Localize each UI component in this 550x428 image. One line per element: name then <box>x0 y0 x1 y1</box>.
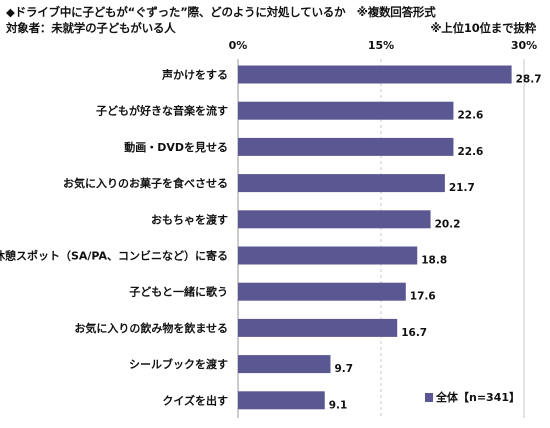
category-label: 動画・DVDを見せる <box>124 140 228 154</box>
bar <box>238 318 398 337</box>
bar <box>238 137 454 156</box>
value-label: 17.6 <box>410 291 436 303</box>
bar <box>238 65 512 84</box>
bar <box>238 210 431 229</box>
category-label: 声かけをする <box>161 68 228 82</box>
value-label: 22.6 <box>457 146 483 158</box>
value-label: 20.2 <box>435 218 461 230</box>
x-tick-label: 0% <box>229 39 248 52</box>
value-label: 9.7 <box>334 363 353 375</box>
x-tick-label: 30% <box>511 39 537 52</box>
bar <box>238 174 445 193</box>
value-label: 16.7 <box>401 327 427 339</box>
category-label: 休憩スポット（SA/PA、コンビニなど）に寄る <box>0 249 228 263</box>
legend-swatch <box>425 392 433 402</box>
category-label: お気に入りの飲み物を飲ませる <box>74 321 228 335</box>
value-label: 28.7 <box>516 74 542 86</box>
category-label: シールブックを渡す <box>129 357 228 371</box>
value-label: 9.1 <box>329 399 348 411</box>
x-tick-label: 15% <box>368 39 394 52</box>
value-label: 18.8 <box>421 255 447 267</box>
bar <box>238 101 454 120</box>
bar <box>238 246 418 265</box>
chart-legend: 全体【n=341】 <box>425 389 520 405</box>
value-label: 21.7 <box>449 182 475 194</box>
bar <box>238 355 331 374</box>
category-label: お気に入りのお菓子を食べさせる <box>63 176 228 190</box>
value-label: 22.6 <box>457 110 483 122</box>
category-label: 子どもと一緒に歌う <box>129 285 228 299</box>
bar <box>238 282 406 301</box>
category-label: おもちゃを渡す <box>151 212 228 226</box>
category-label: クイズを出す <box>162 393 228 407</box>
category-label: 子どもが好きな音楽を流す <box>96 104 228 118</box>
chart-subtitle: 対象者：未就学の子どもがいる人 <box>6 21 176 35</box>
legend-label: 全体【n=341】 <box>436 391 521 404</box>
bar <box>238 391 325 410</box>
chart-title: ◆ドライブ中に子どもが“ぐずった”際、どのように対処しているか ※複数回答形式 <box>6 5 436 19</box>
chart-note: ※上位10位まで抜粋 <box>430 21 536 35</box>
